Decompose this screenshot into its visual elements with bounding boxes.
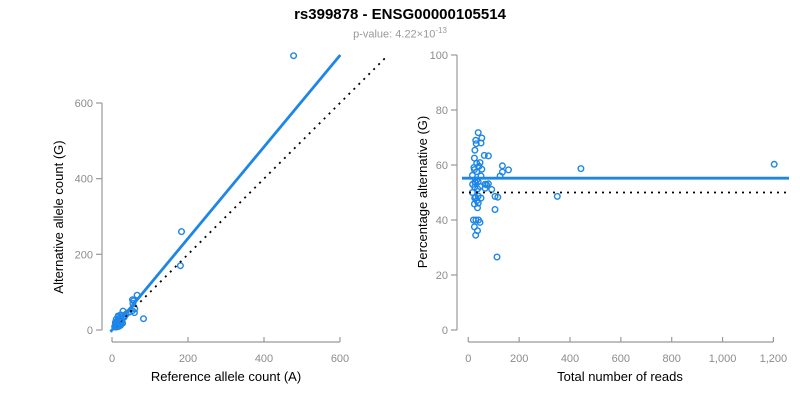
data-point	[176, 262, 184, 270]
data-point	[494, 193, 502, 201]
left-panel: 0 200 400 600 0 200 400 600 Reference allele cou…	[51, 52, 389, 384]
x-axis-title: Total number of reads	[557, 369, 683, 384]
data-point	[472, 140, 480, 148]
data-point	[476, 218, 484, 226]
y-tick-label: 400	[75, 174, 93, 186]
data-point	[484, 152, 492, 160]
x-tick-label: 0	[465, 353, 471, 365]
y-tick-label: 20	[436, 270, 448, 282]
data-point	[474, 204, 482, 212]
data-points	[468, 129, 778, 261]
y-axis-title: Alternative allele count (G)	[51, 140, 66, 293]
x-tick-label: 200	[179, 353, 197, 365]
y-axis	[96, 102, 103, 331]
p-value-text: p-value: 4.22×10	[353, 28, 436, 41]
data-point	[290, 52, 298, 60]
data-point	[128, 296, 136, 304]
data-point	[493, 253, 501, 261]
data-point	[131, 305, 139, 313]
x-tick-label: 600	[331, 353, 349, 365]
x-axis	[111, 337, 341, 343]
data-point	[474, 199, 482, 207]
p-value-exponent: -13	[435, 26, 447, 35]
data-point	[474, 129, 482, 137]
data-point	[471, 179, 479, 187]
data-point	[472, 231, 480, 239]
data-point	[491, 205, 499, 213]
data-point	[577, 165, 585, 173]
data-point	[130, 309, 138, 317]
data-point	[470, 166, 478, 174]
x-tick-label: 400	[255, 353, 273, 365]
figure-title: rs399878 - ENSG00000105514	[294, 6, 506, 23]
figure-subtitle: p-value: 4.22×10-13	[0, 26, 800, 41]
x-axis-title: Reference allele count (A)	[151, 369, 301, 384]
x-tick-label: 600	[612, 353, 630, 365]
data-point	[139, 315, 147, 323]
x-tick-label: 200	[510, 353, 528, 365]
x-tick-label: 0	[109, 353, 115, 365]
fit-line	[109, 54, 342, 333]
x-tick-label: 1,200	[760, 353, 788, 365]
y-tick-label: 200	[75, 249, 93, 261]
y-tick-label: 0	[442, 325, 448, 337]
data-point	[480, 151, 488, 159]
data-point	[481, 184, 489, 192]
data-point	[472, 136, 480, 144]
data-point	[770, 160, 778, 168]
x-tick-label: 800	[663, 353, 681, 365]
x-axis	[467, 337, 775, 343]
y-tick-label: 80	[436, 105, 448, 117]
y-axis-title: Percentage alternative (G)	[415, 116, 430, 268]
x-tick-label: 1,000	[709, 353, 737, 365]
data-point	[553, 192, 561, 200]
y-tick-label: 600	[75, 98, 93, 110]
data-point	[469, 216, 477, 224]
data-point	[505, 166, 513, 174]
data-point	[498, 162, 506, 170]
data-point	[477, 139, 485, 147]
identity-line	[109, 54, 389, 333]
data-point	[476, 159, 484, 167]
y-tick-label: 40	[436, 215, 448, 227]
data-point	[471, 146, 479, 154]
y-tick-label: 60	[436, 160, 448, 172]
data-points	[111, 52, 298, 331]
y-axis	[451, 54, 458, 331]
data-point	[488, 185, 496, 193]
data-point	[177, 228, 185, 236]
x-tick-label: 400	[561, 353, 579, 365]
right-panel: 0 20 40 60 80 100 0 200 400 600 800 1,000 1,200 Total…	[415, 50, 789, 384]
y-tick-label: 100	[430, 50, 448, 62]
y-tick-label: 0	[87, 325, 93, 337]
data-point	[484, 180, 492, 188]
